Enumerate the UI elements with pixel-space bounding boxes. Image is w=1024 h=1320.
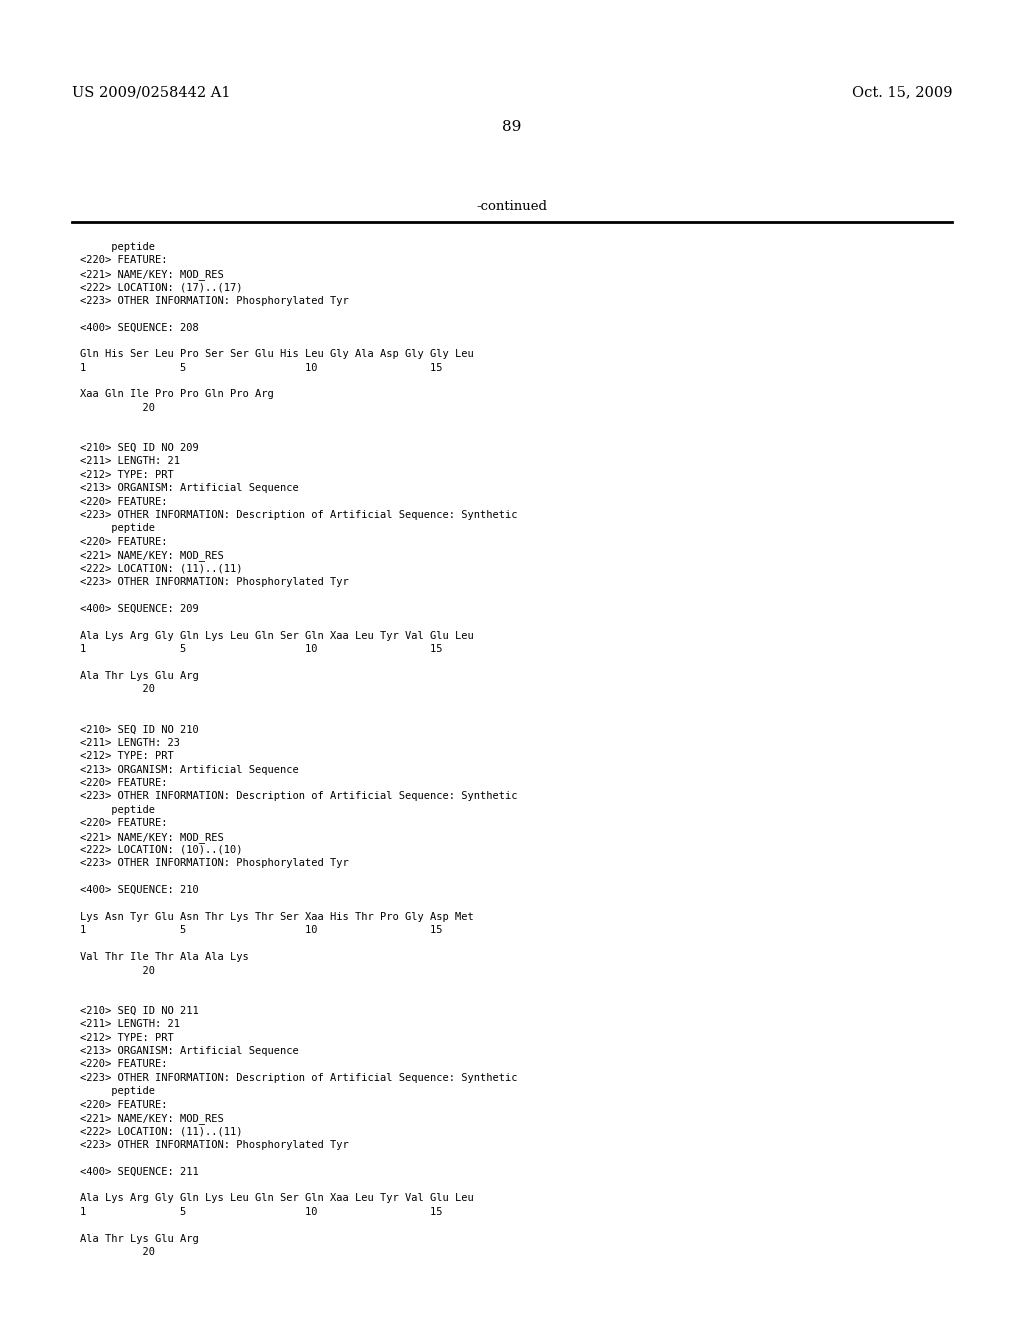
Text: <221> NAME/KEY: MOD_RES: <221> NAME/KEY: MOD_RES — [80, 1113, 224, 1123]
Text: <211> LENGTH: 21: <211> LENGTH: 21 — [80, 457, 180, 466]
Text: <223> OTHER INFORMATION: Phosphorylated Tyr: <223> OTHER INFORMATION: Phosphorylated … — [80, 1139, 349, 1150]
Text: <220> FEATURE:: <220> FEATURE: — [80, 255, 168, 265]
Text: <400> SEQUENCE: 208: <400> SEQUENCE: 208 — [80, 322, 199, 333]
Text: 1               5                   10                  15: 1 5 10 15 — [80, 925, 442, 936]
Text: 20: 20 — [80, 403, 155, 413]
Text: Ala Lys Arg Gly Gln Lys Leu Gln Ser Gln Xaa Leu Tyr Val Glu Leu: Ala Lys Arg Gly Gln Lys Leu Gln Ser Gln … — [80, 631, 474, 640]
Text: <210> SEQ ID NO 211: <210> SEQ ID NO 211 — [80, 1006, 199, 1016]
Text: <222> LOCATION: (10)..(10): <222> LOCATION: (10)..(10) — [80, 845, 243, 855]
Text: <212> TYPE: PRT: <212> TYPE: PRT — [80, 751, 174, 762]
Text: <400> SEQUENCE: 211: <400> SEQUENCE: 211 — [80, 1167, 199, 1176]
Text: <210> SEQ ID NO 209: <210> SEQ ID NO 209 — [80, 444, 199, 453]
Text: Ala Lys Arg Gly Gln Lys Leu Gln Ser Gln Xaa Leu Tyr Val Glu Leu: Ala Lys Arg Gly Gln Lys Leu Gln Ser Gln … — [80, 1193, 474, 1204]
Text: <213> ORGANISM: Artificial Sequence: <213> ORGANISM: Artificial Sequence — [80, 1045, 299, 1056]
Text: <222> LOCATION: (11)..(11): <222> LOCATION: (11)..(11) — [80, 1126, 243, 1137]
Text: peptide: peptide — [80, 524, 155, 533]
Text: Ala Thr Lys Glu Arg: Ala Thr Lys Glu Arg — [80, 1234, 199, 1243]
Text: <220> FEATURE:: <220> FEATURE: — [80, 777, 168, 788]
Text: <223> OTHER INFORMATION: Description of Artificial Sequence: Synthetic: <223> OTHER INFORMATION: Description of … — [80, 1073, 517, 1082]
Text: <220> FEATURE:: <220> FEATURE: — [80, 818, 168, 828]
Text: Xaa Gln Ile Pro Pro Gln Pro Arg: Xaa Gln Ile Pro Pro Gln Pro Arg — [80, 389, 273, 400]
Text: 1               5                   10                  15: 1 5 10 15 — [80, 363, 442, 372]
Text: <211> LENGTH: 23: <211> LENGTH: 23 — [80, 738, 180, 748]
Text: peptide: peptide — [80, 242, 155, 252]
Text: <400> SEQUENCE: 210: <400> SEQUENCE: 210 — [80, 886, 199, 895]
Text: <220> FEATURE:: <220> FEATURE: — [80, 537, 168, 546]
Text: Val Thr Ile Thr Ala Ala Lys: Val Thr Ile Thr Ala Ala Lys — [80, 952, 249, 962]
Text: <212> TYPE: PRT: <212> TYPE: PRT — [80, 1032, 174, 1043]
Text: <223> OTHER INFORMATION: Phosphorylated Tyr: <223> OTHER INFORMATION: Phosphorylated … — [80, 858, 349, 869]
Text: 1               5                   10                  15: 1 5 10 15 — [80, 1206, 442, 1217]
Text: 20: 20 — [80, 1247, 155, 1257]
Text: <212> TYPE: PRT: <212> TYPE: PRT — [80, 470, 174, 479]
Text: <220> FEATURE:: <220> FEATURE: — [80, 1060, 168, 1069]
Text: 20: 20 — [80, 966, 155, 975]
Text: Lys Asn Tyr Glu Asn Thr Lys Thr Ser Xaa His Thr Pro Gly Asp Met: Lys Asn Tyr Glu Asn Thr Lys Thr Ser Xaa … — [80, 912, 474, 921]
Text: <223> OTHER INFORMATION: Phosphorylated Tyr: <223> OTHER INFORMATION: Phosphorylated … — [80, 296, 349, 306]
Text: <221> NAME/KEY: MOD_RES: <221> NAME/KEY: MOD_RES — [80, 550, 224, 561]
Text: peptide: peptide — [80, 805, 155, 814]
Text: -continued: -continued — [476, 201, 548, 213]
Text: <400> SEQUENCE: 209: <400> SEQUENCE: 209 — [80, 603, 199, 614]
Text: <213> ORGANISM: Artificial Sequence: <213> ORGANISM: Artificial Sequence — [80, 483, 299, 494]
Text: Ala Thr Lys Glu Arg: Ala Thr Lys Glu Arg — [80, 671, 199, 681]
Text: Oct. 15, 2009: Oct. 15, 2009 — [852, 84, 952, 99]
Text: <210> SEQ ID NO 210: <210> SEQ ID NO 210 — [80, 725, 199, 734]
Text: <211> LENGTH: 21: <211> LENGTH: 21 — [80, 1019, 180, 1030]
Text: 1               5                   10                  15: 1 5 10 15 — [80, 644, 442, 653]
Text: <222> LOCATION: (11)..(11): <222> LOCATION: (11)..(11) — [80, 564, 243, 574]
Text: 89: 89 — [503, 120, 521, 135]
Text: 20: 20 — [80, 684, 155, 694]
Text: <221> NAME/KEY: MOD_RES: <221> NAME/KEY: MOD_RES — [80, 269, 224, 280]
Text: <222> LOCATION: (17)..(17): <222> LOCATION: (17)..(17) — [80, 282, 243, 292]
Text: <221> NAME/KEY: MOD_RES: <221> NAME/KEY: MOD_RES — [80, 832, 224, 842]
Text: <223> OTHER INFORMATION: Phosphorylated Tyr: <223> OTHER INFORMATION: Phosphorylated … — [80, 577, 349, 587]
Text: <223> OTHER INFORMATION: Description of Artificial Sequence: Synthetic: <223> OTHER INFORMATION: Description of … — [80, 792, 517, 801]
Text: <220> FEATURE:: <220> FEATURE: — [80, 496, 168, 507]
Text: <223> OTHER INFORMATION: Description of Artificial Sequence: Synthetic: <223> OTHER INFORMATION: Description of … — [80, 510, 517, 520]
Text: <213> ORGANISM: Artificial Sequence: <213> ORGANISM: Artificial Sequence — [80, 764, 299, 775]
Text: <220> FEATURE:: <220> FEATURE: — [80, 1100, 168, 1110]
Text: Gln His Ser Leu Pro Ser Ser Glu His Leu Gly Ala Asp Gly Gly Leu: Gln His Ser Leu Pro Ser Ser Glu His Leu … — [80, 350, 474, 359]
Text: peptide: peptide — [80, 1086, 155, 1096]
Text: US 2009/0258442 A1: US 2009/0258442 A1 — [72, 84, 230, 99]
